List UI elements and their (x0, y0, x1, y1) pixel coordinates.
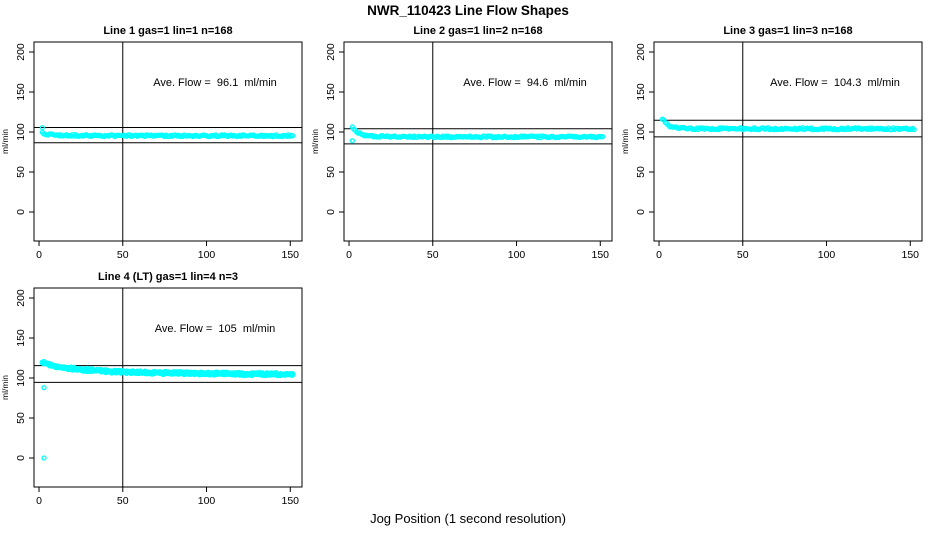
panel-4-ave-flow-annotation: Ave. Flow = 105 ml/min (154, 323, 276, 335)
svg-text:50: 50 (15, 166, 27, 178)
svg-text:100: 100 (198, 495, 216, 507)
svg-text:0: 0 (36, 495, 42, 507)
page-title: NWR_110423 Line Flow Shapes (367, 3, 569, 18)
svg-text:150: 150 (282, 249, 300, 261)
panel-1-ave-flow-annotation: Ave. Flow = 96.1 ml/min (153, 77, 277, 89)
svg-text:150: 150 (15, 329, 27, 347)
panel-line-4: Line 4 (LT) gas=1 lin=4 n=3 0 50 100 150 0 50… (0, 268, 312, 520)
svg-text:150: 150 (282, 495, 300, 507)
svg-text:50: 50 (117, 249, 129, 261)
svg-text:ml/min: ml/min (0, 129, 10, 154)
panel-1-title: Line 1 gas=1 lin=1 n=168 (103, 25, 233, 37)
svg-text:150: 150 (592, 249, 610, 261)
svg-text:100: 100 (198, 249, 216, 261)
panel-2-title: Line 2 gas=1 lin=2 n=168 (413, 25, 543, 37)
x-axis-label: Jog Position (1 second resolution) (370, 511, 566, 526)
svg-text:150: 150 (325, 83, 337, 101)
svg-text:50: 50 (15, 412, 27, 424)
svg-text:0: 0 (36, 249, 42, 261)
panel-3-title: Line 3 gas=1 lin=3 n=168 (723, 25, 853, 37)
panel-line-1: Line 1 gas=1 lin=1 n=168 0 50 100 150 0 50 100… (0, 22, 312, 274)
svg-text:50: 50 (427, 249, 439, 261)
svg-text:50: 50 (117, 495, 129, 507)
panel-line-3: Line 3 gas=1 lin=3 n=168 0 50 100 150 0 50 100… (620, 22, 932, 274)
svg-text:ml/min: ml/min (0, 375, 10, 400)
svg-text:0: 0 (635, 209, 647, 215)
panel-1-plot-canvas: 0 50 100 150 0 50 100 150 200 ml/min (0, 41, 303, 261)
svg-text:100: 100 (508, 249, 526, 261)
svg-text:100: 100 (818, 249, 836, 261)
svg-text:50: 50 (635, 166, 647, 178)
panel-line-2: Line 2 gas=1 lin=2 n=168 0 50 100 150 0 50 100… (310, 22, 622, 274)
panel-3-ave-flow-annotation: Ave. Flow = 104.3 ml/min (770, 77, 900, 89)
svg-text:150: 150 (15, 83, 27, 101)
svg-text:200: 200 (325, 43, 337, 61)
svg-text:0: 0 (325, 209, 337, 215)
svg-text:200: 200 (15, 43, 27, 61)
panel-4-plot-canvas: 0 50 100 150 0 50 100 150 200 ml/min (0, 287, 303, 507)
svg-text:ml/min: ml/min (620, 129, 630, 154)
svg-text:0: 0 (656, 249, 662, 261)
panel-2-ave-flow-annotation: Ave. Flow = 94.6 ml/min (463, 77, 587, 89)
svg-text:0: 0 (15, 209, 27, 215)
svg-text:0: 0 (346, 249, 352, 261)
svg-text:0: 0 (15, 455, 27, 461)
svg-text:100: 100 (635, 123, 647, 141)
panel-2-plot-canvas: 0 50 100 150 0 50 100 150 200 ml/min (310, 41, 613, 261)
svg-text:200: 200 (15, 289, 27, 307)
svg-text:150: 150 (902, 249, 920, 261)
svg-text:100: 100 (15, 369, 27, 387)
svg-text:200: 200 (635, 43, 647, 61)
svg-text:150: 150 (635, 83, 647, 101)
panel-4-title: Line 4 (LT) gas=1 lin=4 n=3 (97, 271, 239, 283)
svg-text:50: 50 (325, 166, 337, 178)
svg-text:50: 50 (737, 249, 749, 261)
panel-3-plot-canvas: 0 50 100 150 0 50 100 150 200 ml/min (620, 41, 923, 261)
svg-text:ml/min: ml/min (310, 129, 320, 154)
svg-text:100: 100 (325, 123, 337, 141)
svg-text:100: 100 (15, 123, 27, 141)
